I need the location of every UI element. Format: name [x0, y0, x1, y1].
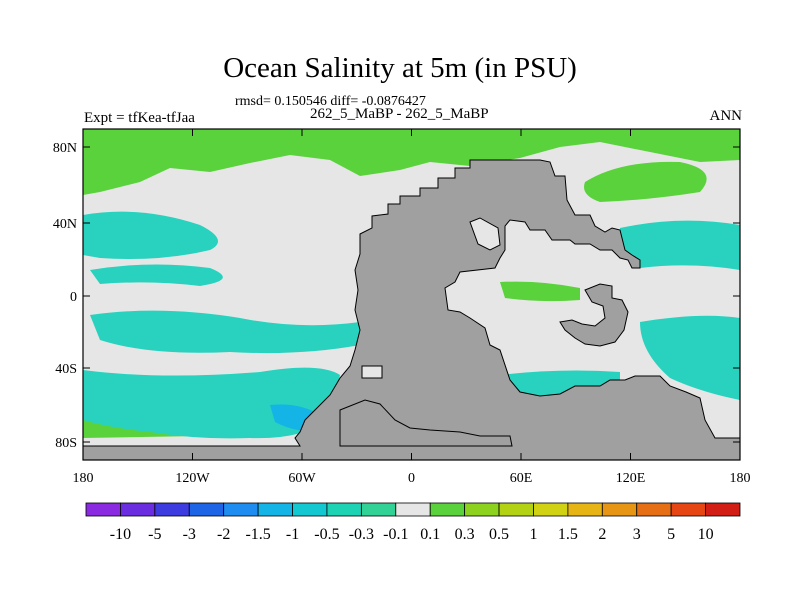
colorbar-label: -2 — [217, 526, 230, 543]
colorbar-swatch — [257, 502, 293, 517]
colorbar-swatch — [326, 502, 362, 517]
map-field — [83, 129, 740, 460]
x-tick-label: 120E — [616, 471, 646, 486]
stats-line: rmsd= 0.150546 diff= -0.0876427 — [235, 94, 426, 109]
season-label: ANN — [709, 108, 743, 124]
x-tick-label: 60W — [288, 471, 316, 486]
land-pangea — [83, 159, 740, 460]
colorbar-label: 1 — [529, 526, 537, 543]
indian-ocean-green-patch — [500, 281, 580, 302]
colorbar-swatch — [85, 502, 121, 517]
south-pacific-cyan-band — [90, 310, 360, 354]
colorbar-swatch — [223, 502, 259, 517]
colorbar-label: 0.3 — [455, 526, 475, 543]
north-atlantic-cyan-patch — [83, 211, 218, 259]
colorbar-swatch — [670, 502, 706, 517]
colorbar-label: 0.5 — [489, 526, 509, 543]
y-tick-label: 80N — [53, 141, 77, 156]
colorbar-label: 1.5 — [558, 526, 578, 543]
colorbar-swatch — [705, 502, 741, 517]
colorbar-label: -5 — [148, 526, 161, 543]
experiment-label: Expt = tfKea-tfJaa — [84, 110, 195, 126]
colorbar-swatch — [429, 502, 466, 517]
colorbar-swatch — [533, 502, 569, 517]
x-tick-label: 180 — [73, 471, 94, 486]
colorbar-label: -1 — [286, 526, 299, 543]
colorbar-swatch — [292, 502, 328, 517]
colorbar-label: -3 — [183, 526, 196, 543]
colorbar-label: -0.1 — [383, 526, 408, 543]
x-axis: 180 120W 60W 0 60E 120E 180 — [73, 129, 751, 486]
colorbar-label: 0.1 — [420, 526, 440, 543]
x-tick-label: 180 — [730, 471, 751, 486]
colorbar-swatch — [498, 502, 534, 517]
y-tick-label: 40S — [55, 362, 77, 377]
colorbar-label: -1.5 — [245, 526, 270, 543]
east-south-cyan-band — [640, 315, 740, 400]
colorbar-label: -0.3 — [349, 526, 374, 543]
map-title: Ocean Salinity at 5m (in PSU) — [223, 52, 577, 84]
inland-lake — [361, 365, 383, 379]
land-southern-patch — [339, 399, 513, 447]
colorbar-label: 3 — [633, 526, 641, 543]
colorbar-swatch — [601, 502, 638, 517]
pacific-cyan-band — [90, 264, 223, 286]
y-tick-label: 0 — [70, 290, 77, 305]
y-tick-label: 80S — [55, 436, 77, 451]
y-axis: 80N 40N 0 40S 80S — [53, 141, 740, 451]
north-green-band — [83, 129, 740, 195]
colorbar-swatch — [464, 502, 500, 517]
colorbar-label: -10 — [110, 526, 131, 543]
colorbar-swatch — [567, 502, 603, 517]
colorbar-label: -0.5 — [314, 526, 339, 543]
inland-ocean-gap — [469, 217, 501, 251]
colorbar-swatch — [360, 502, 397, 517]
colorbar-label: 5 — [667, 526, 675, 543]
colorbar-label: 2 — [598, 526, 606, 543]
land-island-east — [559, 283, 629, 347]
colorbar: -10 -5 -3 -2 -1.5 -1 -0.5 -0.3 -0.1 0.1 0.3 0.5 1 1.5… — [85, 502, 741, 543]
x-tick-label: 0 — [408, 471, 415, 486]
x-tick-label: 120W — [175, 471, 210, 486]
x-tick-label: 60E — [510, 471, 533, 486]
east-pacific-cyan-band — [620, 220, 740, 270]
colorbar-swatch — [395, 502, 431, 517]
y-tick-label: 40N — [53, 217, 77, 232]
colorbar-swatch — [120, 502, 156, 517]
colorbar-swatch — [636, 502, 672, 517]
colorbar-label: 10 — [698, 526, 714, 543]
colorbar-swatch — [188, 502, 225, 517]
north-pacific-green-patch — [584, 161, 707, 202]
colorbar-swatch — [154, 502, 190, 517]
period-line: 262_5_MaBP - 262_5_MaBP — [310, 106, 489, 122]
